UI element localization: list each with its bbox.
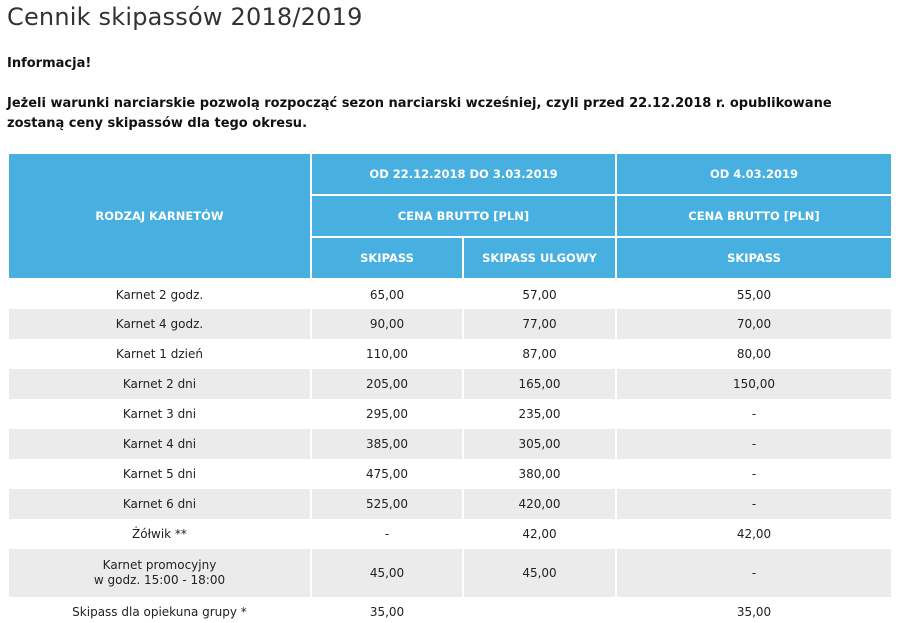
price-late: 80,00 xyxy=(615,339,893,369)
price-ulgowy: 42,00 xyxy=(462,519,617,549)
price-late: 70,00 xyxy=(615,309,893,339)
price-skipass: 90,00 xyxy=(310,309,464,339)
table-row: Karnet 4 dni 385,00 305,00 - xyxy=(7,429,893,459)
price-skipass: 475,00 xyxy=(310,459,464,489)
price-table-header: RODZAJ KARNETÓW OD 22.12.2018 DO 3.03.20… xyxy=(7,152,893,280)
price-late: - xyxy=(615,429,893,459)
info-text: Jeżeli warunki narciarskie pozwolą rozpo… xyxy=(7,96,832,131)
price-ulgowy xyxy=(462,597,617,623)
price-late: 42,00 xyxy=(615,519,893,549)
table-row: Skipass dla opiekuna grupy * 35,00 35,00 xyxy=(7,597,893,623)
pass-name: Karnet promocyjny w godz. 15:00 - 18:00 xyxy=(7,549,312,597)
table-row: Karnet promocyjny w godz. 15:00 - 18:00 … xyxy=(7,549,893,597)
price-ulgowy: 305,00 xyxy=(462,429,617,459)
price-late: 35,00 xyxy=(615,597,893,623)
price-skipass: 110,00 xyxy=(310,339,464,369)
price-skipass: - xyxy=(310,519,464,549)
pass-name: Karnet 2 dni xyxy=(7,369,312,399)
price-table: RODZAJ KARNETÓW OD 22.12.2018 DO 3.03.20… xyxy=(7,152,893,623)
price-ulgowy: 77,00 xyxy=(462,309,617,339)
table-row: Karnet 1 dzień 110,00 87,00 80,00 xyxy=(7,339,893,369)
pass-name: Karnet 4 godz. xyxy=(7,309,312,339)
page-title: Cennik skipassów 2018/2019 xyxy=(7,3,363,31)
header-price-late: CENA BRUTTO [PLN] xyxy=(615,194,893,238)
pass-name: Karnet 3 dni xyxy=(7,399,312,429)
price-late: - xyxy=(615,399,893,429)
price-skipass: 295,00 xyxy=(310,399,464,429)
price-ulgowy: 45,00 xyxy=(462,549,617,597)
header-price-main: CENA BRUTTO [PLN] xyxy=(310,194,617,238)
header-skipass-late: SKIPASS xyxy=(615,236,893,280)
price-skipass: 45,00 xyxy=(310,549,464,597)
price-ulgowy: 165,00 xyxy=(462,369,617,399)
price-skipass: 205,00 xyxy=(310,369,464,399)
price-ulgowy: 380,00 xyxy=(462,459,617,489)
table-row: Karnet 5 dni 475,00 380,00 - xyxy=(7,459,893,489)
price-late: 150,00 xyxy=(615,369,893,399)
table-row: Karnet 4 godz. 90,00 77,00 70,00 xyxy=(7,309,893,339)
price-ulgowy: 420,00 xyxy=(462,489,617,519)
pass-name: Karnet 1 dzień xyxy=(7,339,312,369)
price-late: - xyxy=(615,549,893,597)
header-period-main: OD 22.12.2018 DO 3.03.2019 xyxy=(310,152,617,196)
pass-name: Żółwik ** xyxy=(7,519,312,549)
price-late: 55,00 xyxy=(615,279,893,309)
table-row: Karnet 2 dni 205,00 165,00 150,00 xyxy=(7,369,893,399)
pass-name: Karnet 5 dni xyxy=(7,459,312,489)
table-row: Karnet 3 dni 295,00 235,00 - xyxy=(7,399,893,429)
price-ulgowy: 235,00 xyxy=(462,399,617,429)
table-row: Żółwik ** - 42,00 42,00 xyxy=(7,519,893,549)
price-ulgowy: 87,00 xyxy=(462,339,617,369)
table-row: Karnet 2 godz. 65,00 57,00 55,00 xyxy=(7,279,893,309)
price-late: - xyxy=(615,489,893,519)
pass-name: Karnet 6 dni xyxy=(7,489,312,519)
info-title: Informacja! xyxy=(7,56,92,71)
header-skipass-ulgowy: SKIPASS ULGOWY xyxy=(462,236,617,280)
pass-name: Karnet 2 godz. xyxy=(7,279,312,309)
header-pass-type: RODZAJ KARNETÓW xyxy=(7,152,312,280)
price-ulgowy: 57,00 xyxy=(462,279,617,309)
header-skipass: SKIPASS xyxy=(310,236,464,280)
pass-name: Karnet 4 dni xyxy=(7,429,312,459)
price-late: - xyxy=(615,459,893,489)
price-skipass: 385,00 xyxy=(310,429,464,459)
price-table-body: Karnet 2 godz. 65,00 57,00 55,00 Karnet … xyxy=(7,279,893,623)
price-skipass: 525,00 xyxy=(310,489,464,519)
pass-name: Skipass dla opiekuna grupy * xyxy=(7,597,312,623)
table-row: Karnet 6 dni 525,00 420,00 - xyxy=(7,489,893,519)
price-skipass: 65,00 xyxy=(310,279,464,309)
header-period-late: OD 4.03.2019 xyxy=(615,152,893,196)
price-skipass: 35,00 xyxy=(310,597,464,623)
